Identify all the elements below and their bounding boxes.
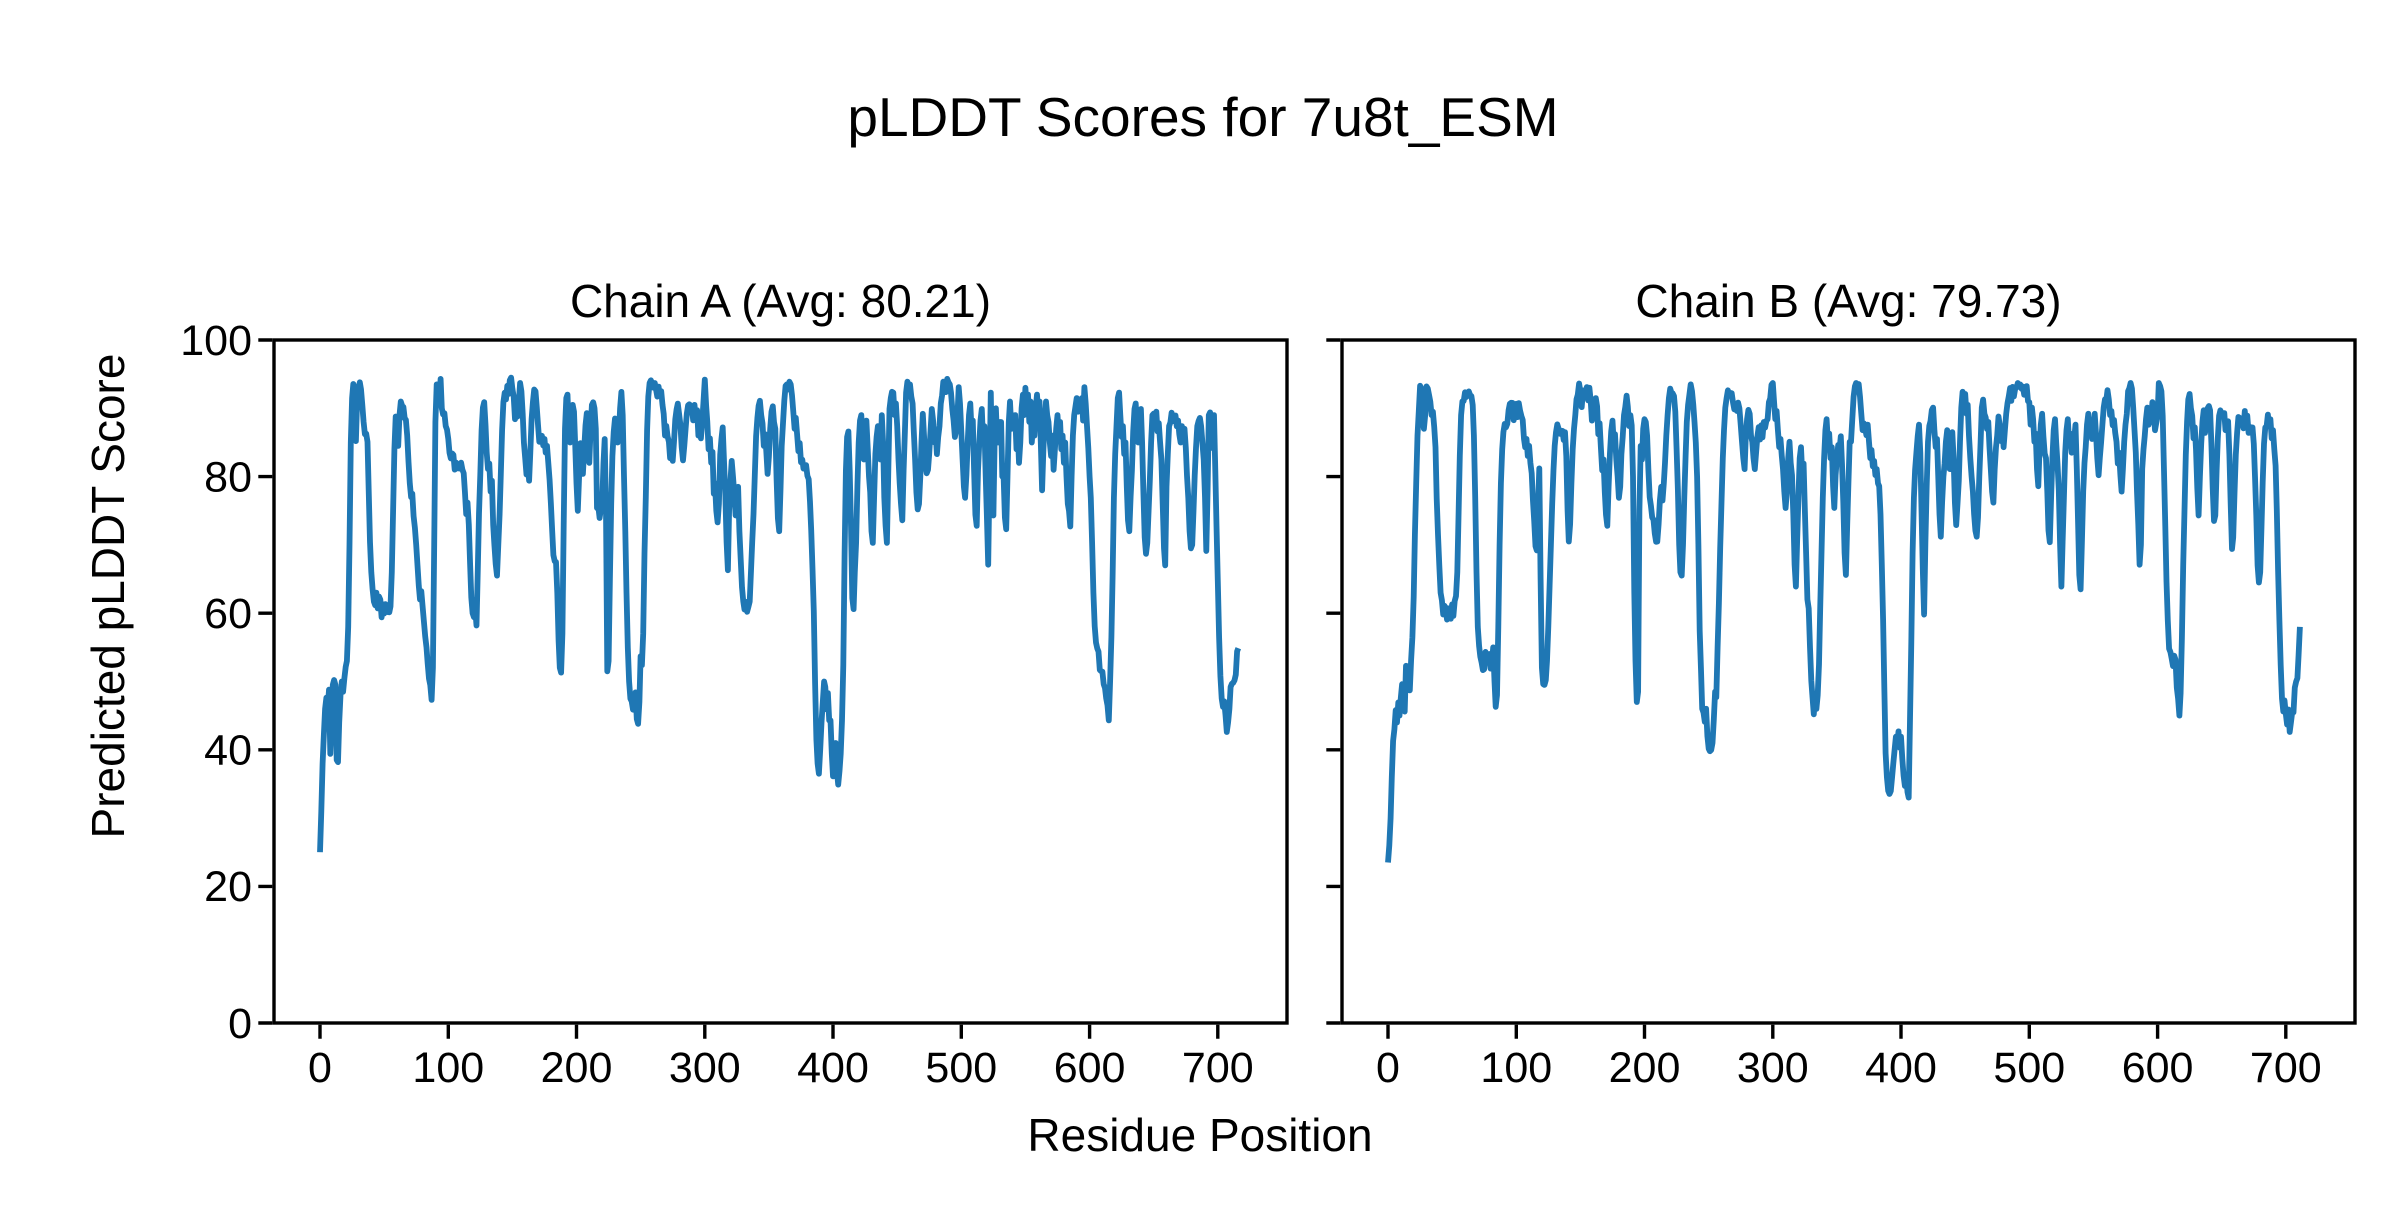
svg-text:200: 200 [1609, 1044, 1681, 1092]
svg-text:600: 600 [1054, 1044, 1126, 1092]
svg-text:Residue Position: Residue Position [1027, 1109, 1372, 1161]
svg-text:300: 300 [1737, 1044, 1809, 1092]
svg-text:20: 20 [204, 863, 252, 911]
svg-text:Chain B (Avg: 79.73): Chain B (Avg: 79.73) [1635, 275, 2061, 327]
svg-text:100: 100 [1480, 1044, 1552, 1092]
svg-text:600: 600 [2122, 1044, 2194, 1092]
svg-text:Chain A (Avg: 80.21): Chain A (Avg: 80.21) [570, 275, 991, 327]
svg-text:500: 500 [925, 1044, 997, 1092]
svg-text:300: 300 [669, 1044, 741, 1092]
svg-text:100: 100 [180, 317, 252, 365]
svg-text:40: 40 [204, 727, 252, 775]
svg-text:100: 100 [412, 1044, 484, 1092]
svg-text:700: 700 [1182, 1044, 1254, 1092]
svg-text:pLDDT Scores for 7u8t_ESM: pLDDT Scores for 7u8t_ESM [847, 86, 1558, 148]
svg-text:0: 0 [308, 1044, 332, 1092]
svg-text:60: 60 [204, 590, 252, 638]
svg-text:Predicted pLDDT Score: Predicted pLDDT Score [82, 354, 134, 839]
svg-text:700: 700 [2250, 1044, 2322, 1092]
svg-text:500: 500 [1993, 1044, 2065, 1092]
svg-text:200: 200 [541, 1044, 613, 1092]
svg-text:0: 0 [228, 1000, 252, 1048]
svg-text:400: 400 [1865, 1044, 1937, 1092]
svg-text:80: 80 [204, 453, 252, 501]
svg-text:0: 0 [1376, 1044, 1400, 1092]
svg-text:400: 400 [797, 1044, 869, 1092]
